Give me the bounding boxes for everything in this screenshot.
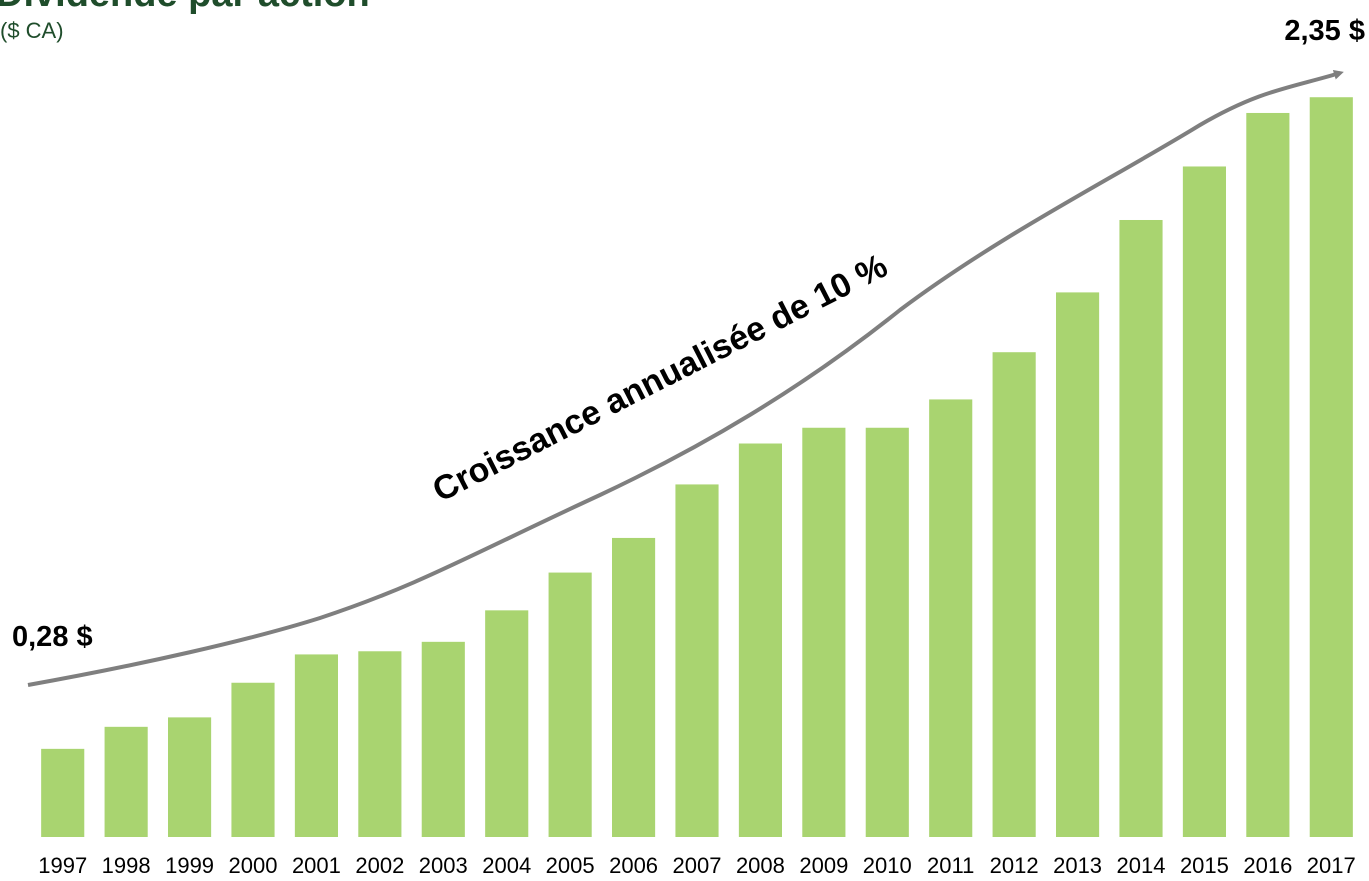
x-tick-label: 2011	[927, 853, 974, 878]
x-tick-label: 2008	[736, 853, 785, 878]
bar	[675, 484, 719, 837]
bar	[421, 641, 465, 837]
trend-arrow	[27, 69, 1344, 687]
bar	[104, 726, 148, 837]
bar	[231, 682, 275, 837]
x-tick-label: 2005	[546, 853, 595, 878]
bar	[41, 748, 85, 837]
x-tick-label: 2002	[355, 853, 404, 878]
x-tick-label: 2010	[863, 853, 912, 878]
x-tick-label: 2001	[292, 853, 341, 878]
x-tick-label: 2017	[1307, 853, 1356, 878]
chart-title: Dividende par action	[0, 0, 370, 15]
x-tick-label: 2016	[1243, 853, 1292, 878]
bar	[1246, 112, 1290, 837]
x-tick-label: 1997	[38, 853, 87, 878]
bar	[485, 610, 529, 837]
bar	[168, 717, 212, 837]
x-tick-label: 2013	[1053, 853, 1102, 878]
data-label: 2,35 $	[1284, 15, 1365, 47]
x-tick-label: 1998	[102, 853, 151, 878]
data-label: 0,28 $	[12, 621, 93, 653]
bar	[802, 427, 846, 837]
x-tick-label: 2003	[419, 853, 468, 878]
bar	[294, 654, 338, 837]
bar	[738, 443, 782, 837]
x-tick-label: 2006	[609, 853, 658, 878]
x-tick-label: 2004	[482, 853, 531, 878]
bar	[548, 572, 592, 837]
bar	[929, 399, 973, 837]
x-tick-label: 2014	[1117, 853, 1166, 878]
x-tick-label: 2015	[1180, 853, 1229, 878]
bar	[865, 427, 909, 837]
bar	[1182, 166, 1226, 837]
x-tick-label: 2009	[799, 853, 848, 878]
x-tick-label: 1999	[165, 853, 214, 878]
bar	[1309, 97, 1353, 838]
bar	[612, 537, 656, 837]
chart-subtitle: ($ CA)	[0, 18, 64, 43]
x-tick-label: 2007	[673, 853, 722, 878]
bar	[1056, 292, 1100, 837]
bar	[992, 352, 1036, 837]
bar	[358, 651, 402, 837]
bar	[1119, 219, 1163, 837]
x-tick-label: 2012	[990, 853, 1039, 878]
x-tick-label: 2000	[229, 853, 278, 878]
